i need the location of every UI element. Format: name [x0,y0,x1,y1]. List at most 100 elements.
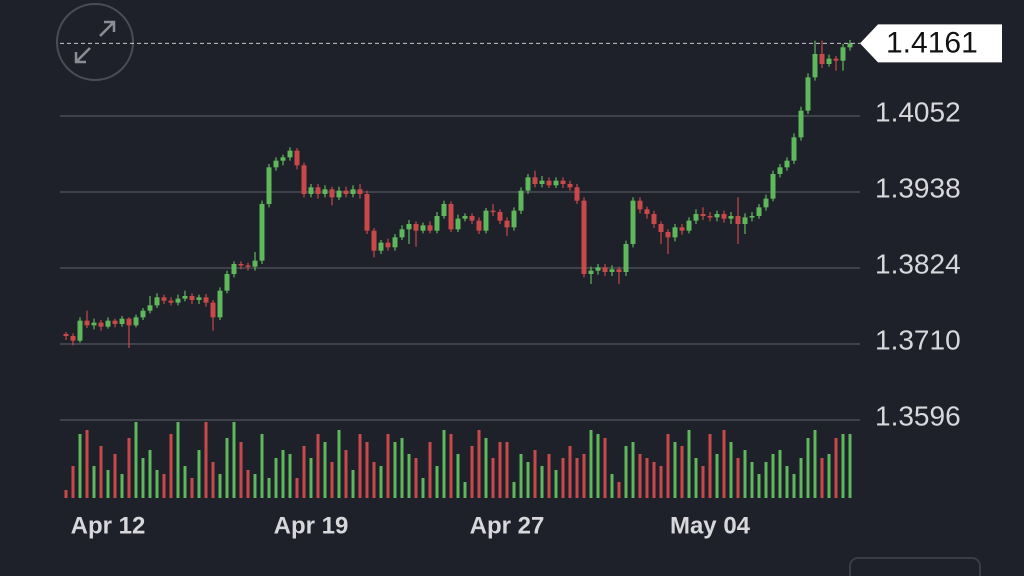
y-tick-label: 1.3596 [875,400,961,431]
candle-body [322,189,328,194]
x-tick-label: Apr 27 [470,512,545,539]
candle-body [420,225,426,231]
candle-body [840,47,846,61]
candle-body [833,58,839,61]
volume-bar [120,474,124,498]
volume-bar [792,474,796,498]
candle-body [385,242,391,248]
volume-bar [715,454,719,498]
candle-body [399,229,405,238]
expand-circle [56,3,134,81]
volume-bar [484,438,488,498]
volume-bar [141,458,145,498]
candle-body [595,267,601,271]
x-tick-label: Apr 12 [71,512,146,539]
volume-bar [71,466,75,498]
volume-bar [393,442,397,498]
volume-bar [211,462,215,498]
volume-bar [596,434,600,498]
volume-bar [540,466,544,498]
volume-bar [631,442,635,498]
volume-bar [449,434,453,498]
volume-bar [603,438,607,498]
candle-body [98,322,104,327]
volume-bar [827,454,831,498]
volume-bar [225,438,229,498]
candle-body [497,212,503,221]
volume-bar [232,422,236,498]
candle-body [504,220,510,228]
candle-body [77,320,83,341]
volume-bar [358,434,362,498]
candle-body [658,224,664,232]
candle-body [448,204,454,230]
volume-bar [169,434,173,498]
candle-body [259,204,265,261]
volume-bar [526,462,530,498]
candle-body [574,187,580,201]
candle-body [434,216,440,231]
candle-body [392,237,398,248]
volume-bar [330,462,334,498]
candle-body [602,267,608,272]
volume-bar [428,442,432,498]
volume-bar [106,470,110,498]
volume-bar [246,470,250,498]
expand-button[interactable] [56,3,134,81]
candle-body [588,270,594,274]
volume-bar [771,454,775,498]
volume-bar [463,482,467,498]
candle-body [525,177,531,191]
volume-bar [708,434,712,498]
volume-bar [155,470,159,498]
volume-bar [274,458,278,498]
volume-bar [638,454,642,498]
candle-body [266,167,272,204]
volume-bar [841,434,845,498]
volume-bar [785,466,789,498]
candle-body [91,322,97,326]
volume-bar [176,422,180,498]
candle-body [686,220,692,231]
candle-body [665,232,671,238]
volume-bar [239,442,243,498]
candle-body [707,216,713,218]
candle-body [308,187,314,194]
candle-body [518,190,524,211]
candle-body [154,297,160,306]
candle-body [560,180,566,184]
candle-body [539,180,545,184]
volume-bar [652,462,656,498]
y-tick-label: 1.3938 [875,172,961,203]
volume-bar [694,458,698,498]
volume-bar [337,430,341,498]
candle-body [406,224,412,230]
candle-body [140,310,146,318]
candle-body [119,318,125,324]
candle-body [469,216,475,221]
x-tick-label: May 04 [670,512,751,539]
candle-body [784,160,790,168]
volume-bar [498,442,502,498]
volume-bar [701,466,705,498]
volume-bar [764,462,768,498]
candle-body [672,227,678,238]
bottom-button[interactable] [849,557,981,576]
candle-body [329,189,335,198]
volume-bar [659,466,663,498]
volume-bar [589,430,593,498]
candle-body [238,264,244,266]
volume-bar [442,430,446,498]
candle-body [182,296,188,299]
y-tick-label: 1.4052 [875,96,961,127]
candle-body [427,225,433,231]
candle-body [616,269,622,272]
candle-body [350,189,356,194]
volume-bar [148,450,152,498]
volume-bar [645,458,649,498]
candle-body [609,269,615,272]
volume-bar [414,458,418,498]
candle-body [84,320,90,326]
candle-body [301,165,307,194]
volume-bar [624,446,628,498]
